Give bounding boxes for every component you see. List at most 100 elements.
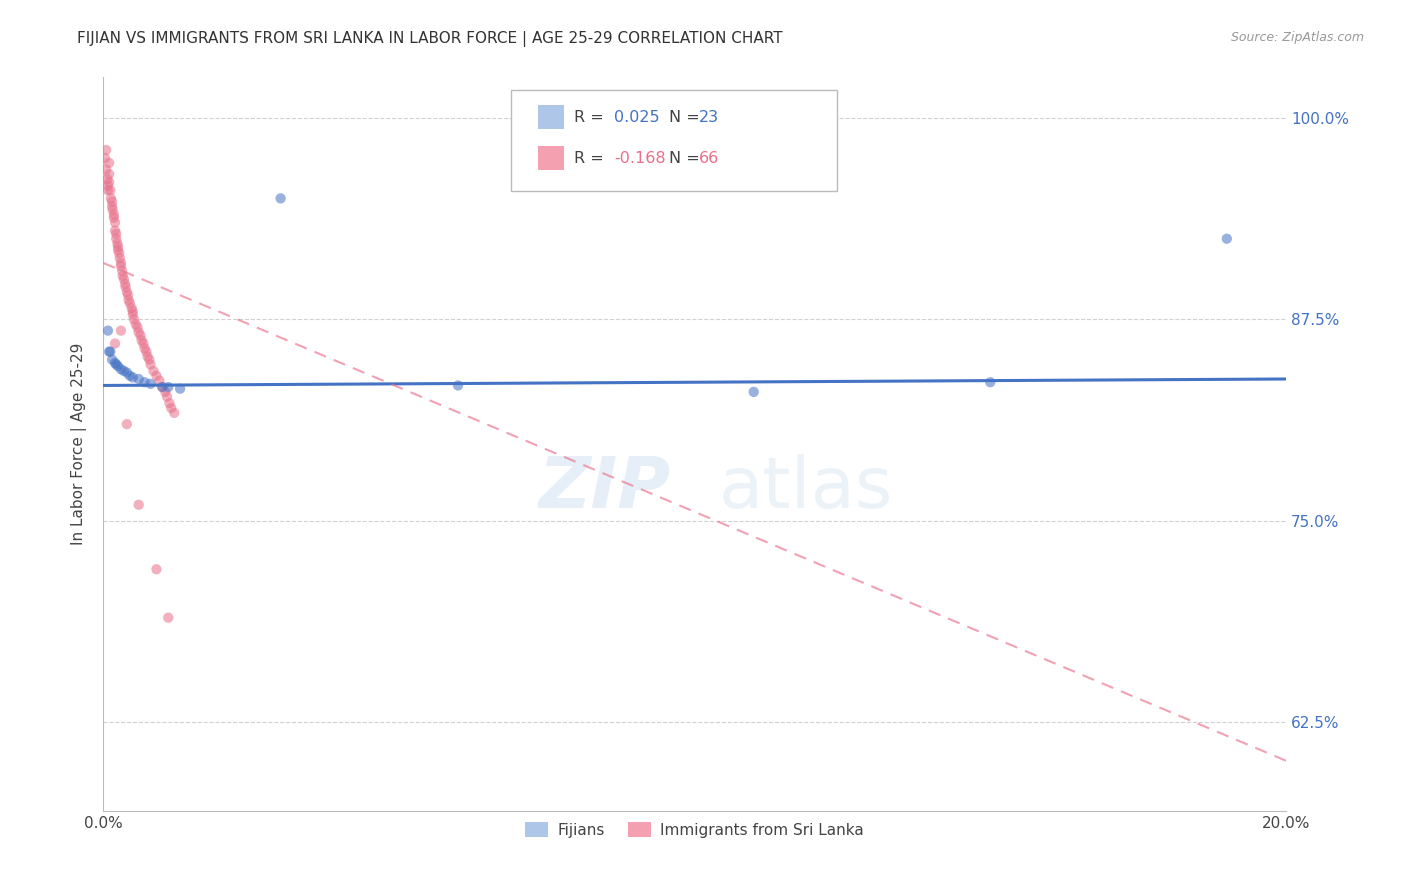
- Point: [97, 178, 120, 193]
- Point: [110, 259, 132, 273]
- Text: ZIP: ZIP: [538, 454, 671, 523]
- Point: [101, 202, 124, 217]
- Point: [150, 380, 173, 394]
- Text: -0.168: -0.168: [614, 151, 666, 166]
- Point: [94, 151, 117, 165]
- Point: [110, 362, 132, 376]
- Point: [128, 498, 150, 512]
- Point: [127, 320, 149, 334]
- Point: [114, 280, 136, 294]
- Point: [111, 264, 134, 278]
- Point: [98, 183, 121, 197]
- Text: R =: R =: [574, 151, 603, 166]
- Point: [134, 342, 156, 356]
- FancyBboxPatch shape: [538, 146, 564, 169]
- Point: [112, 272, 135, 286]
- Point: [108, 246, 131, 260]
- Point: [100, 191, 122, 205]
- Point: [447, 378, 470, 392]
- Point: [105, 232, 128, 246]
- FancyBboxPatch shape: [538, 105, 564, 128]
- Text: 23: 23: [699, 110, 720, 125]
- FancyBboxPatch shape: [512, 90, 837, 191]
- Point: [160, 401, 183, 415]
- Point: [145, 562, 167, 576]
- Point: [169, 382, 191, 396]
- Text: R =: R =: [574, 110, 603, 125]
- Point: [107, 236, 129, 251]
- Point: [159, 396, 181, 410]
- Point: [118, 296, 141, 310]
- Point: [108, 251, 131, 265]
- Point: [122, 312, 145, 326]
- Point: [125, 317, 148, 331]
- Point: [115, 285, 138, 299]
- Point: [155, 384, 177, 399]
- Point: [117, 288, 139, 302]
- Point: [110, 324, 132, 338]
- Point: [150, 380, 173, 394]
- Point: [117, 293, 139, 307]
- Point: [96, 143, 118, 157]
- Text: Source: ZipAtlas.com: Source: ZipAtlas.com: [1230, 31, 1364, 45]
- Point: [157, 380, 180, 394]
- Point: [96, 162, 118, 177]
- Point: [148, 374, 170, 388]
- Point: [134, 376, 156, 390]
- Point: [142, 364, 165, 378]
- Point: [121, 370, 143, 384]
- Point: [98, 344, 121, 359]
- Point: [104, 216, 127, 230]
- Text: atlas: atlas: [718, 454, 893, 523]
- Point: [97, 324, 120, 338]
- Point: [121, 304, 143, 318]
- Point: [101, 352, 124, 367]
- Point: [115, 366, 138, 380]
- Text: FIJIAN VS IMMIGRANTS FROM SRI LANKA IN LABOR FORCE | AGE 25-29 CORRELATION CHART: FIJIAN VS IMMIGRANTS FROM SRI LANKA IN L…: [77, 31, 783, 47]
- Point: [121, 301, 143, 315]
- Point: [104, 356, 127, 370]
- Point: [111, 268, 134, 283]
- Text: 66: 66: [699, 151, 720, 166]
- Point: [135, 344, 157, 359]
- Point: [103, 211, 125, 225]
- Text: 0.025: 0.025: [614, 110, 659, 125]
- Point: [114, 277, 136, 291]
- Point: [98, 175, 121, 189]
- Point: [163, 406, 186, 420]
- Point: [128, 325, 150, 339]
- Point: [979, 376, 1001, 390]
- Legend: Fijians, Immigrants from Sri Lanka: Fijians, Immigrants from Sri Lanka: [519, 815, 870, 844]
- Point: [138, 352, 160, 367]
- Point: [156, 390, 179, 404]
- Point: [96, 172, 118, 186]
- Point: [115, 417, 138, 432]
- Text: N =: N =: [669, 151, 699, 166]
- Point: [157, 610, 180, 624]
- Point: [104, 336, 127, 351]
- Point: [98, 167, 121, 181]
- Point: [139, 358, 162, 372]
- Point: [107, 243, 129, 257]
- Point: [145, 368, 167, 383]
- Point: [136, 350, 159, 364]
- Point: [105, 227, 128, 241]
- Point: [270, 191, 292, 205]
- Point: [105, 358, 128, 372]
- Point: [110, 256, 132, 270]
- Point: [121, 308, 143, 322]
- Point: [103, 207, 125, 221]
- Point: [101, 199, 124, 213]
- Point: [107, 240, 129, 254]
- Point: [104, 224, 127, 238]
- Point: [98, 156, 121, 170]
- Text: N =: N =: [669, 110, 699, 125]
- Point: [107, 359, 129, 373]
- Point: [132, 336, 155, 351]
- Y-axis label: In Labor Force | Age 25-29: In Labor Force | Age 25-29: [72, 343, 87, 546]
- Point: [131, 333, 153, 347]
- Point: [128, 372, 150, 386]
- Point: [742, 384, 765, 399]
- Point: [98, 344, 121, 359]
- Point: [97, 183, 120, 197]
